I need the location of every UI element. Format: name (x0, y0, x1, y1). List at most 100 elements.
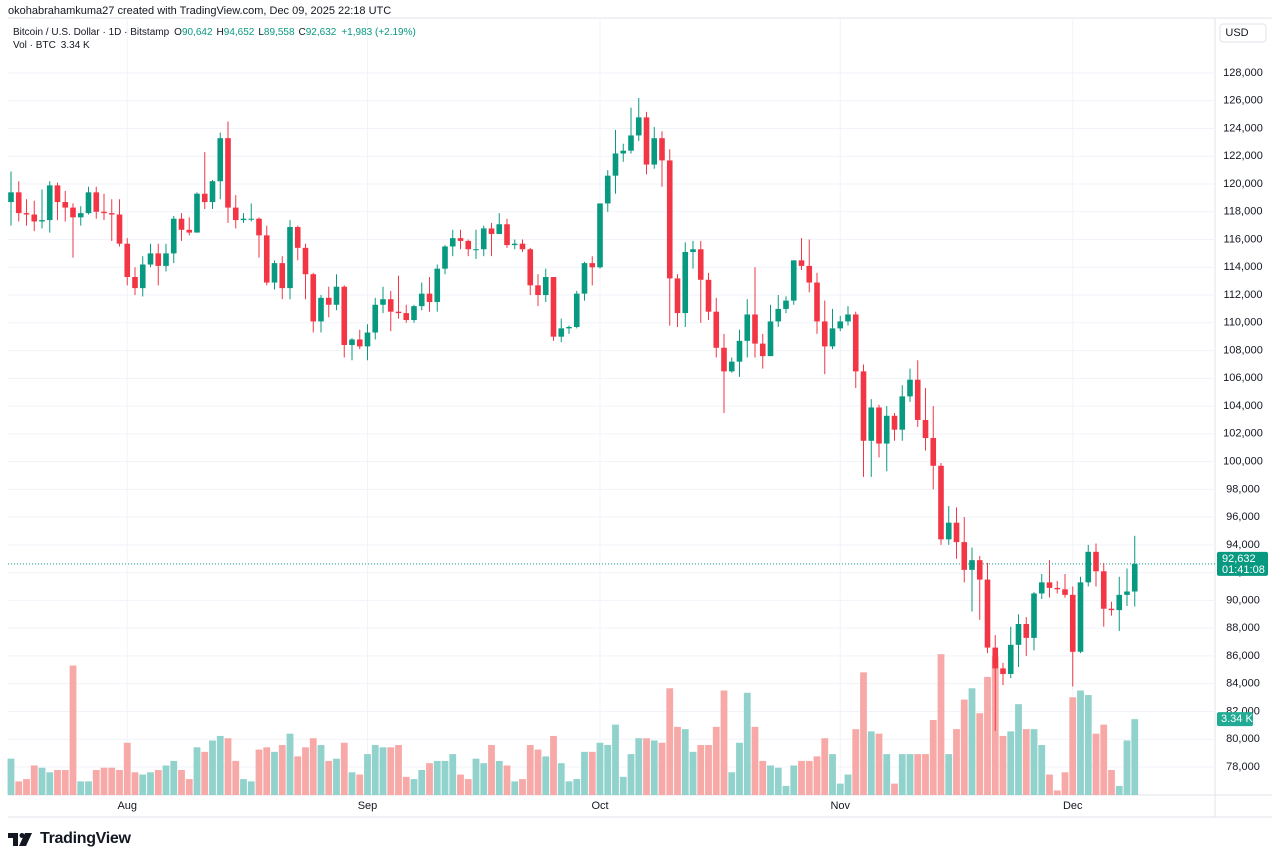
volume-bar (309, 738, 317, 795)
y-tick-label: 124,000 (1223, 122, 1263, 134)
price-tag-label: 92,632 (1222, 553, 1256, 565)
candle-body (573, 293, 580, 327)
volume-bar (573, 779, 581, 795)
volume-bar (836, 783, 844, 795)
candle-body (976, 560, 983, 580)
volume-bar (922, 754, 929, 795)
volume-bar (147, 772, 154, 795)
candle-body (341, 286, 348, 346)
candle-body (318, 297, 324, 322)
volume-bar (61, 770, 69, 795)
volume-bar (116, 770, 123, 795)
volume-bar (519, 779, 526, 795)
volume-bar (821, 738, 829, 795)
volume-bar (914, 754, 922, 795)
volume-bar (960, 699, 968, 795)
y-tick-label: 84,000 (1226, 678, 1260, 690)
volume-bar (100, 767, 108, 795)
countdown: 01:41:08 (1222, 564, 1265, 576)
volume-bar (875, 733, 883, 795)
candle-body (806, 265, 813, 283)
volume-bar (581, 751, 588, 795)
volume-bar (720, 690, 728, 795)
candle-body (992, 647, 999, 669)
volume-bar (30, 765, 38, 795)
volume-bar (953, 729, 960, 795)
candle-body (535, 285, 541, 296)
candle-body (85, 192, 92, 214)
volume-bar (449, 754, 457, 795)
y-tick-label: 118,000 (1224, 206, 1263, 218)
candle-body (465, 240, 472, 250)
candle-body (690, 249, 696, 253)
volume-bar (271, 751, 278, 795)
candle-body (93, 192, 100, 212)
ohlc-key: L (258, 27, 264, 38)
currency: USD (1225, 27, 1248, 39)
volume-bar (542, 756, 550, 795)
volume-bar (1007, 731, 1015, 795)
ohlc-item: O90,642 (174, 27, 212, 38)
candle-body (558, 328, 565, 337)
volume-bar (937, 654, 945, 795)
y-tick-label: 86,000 (1226, 650, 1260, 662)
y-tick-label: 78,000 (1226, 761, 1260, 773)
candle-body (519, 243, 526, 250)
volume-bar (604, 745, 612, 795)
ohlc-item: H94,652 (217, 27, 255, 38)
y-tick-label: 104,000 (1223, 400, 1263, 412)
price-axis: USD 78,00080,00082,00084,00086,00088,000… (117, 23, 1268, 812)
volume-bar (302, 747, 309, 795)
logo[interactable]: TradingView (40, 830, 131, 847)
candle-body (612, 153, 619, 176)
volume-bar (209, 740, 216, 795)
volume-bar (162, 765, 170, 795)
volume-bar (325, 760, 333, 795)
candle-body (829, 328, 836, 347)
volume-bar (457, 774, 464, 795)
volume-bar (441, 760, 449, 795)
volume-bar (1115, 785, 1123, 795)
y-tick-label: 122,000 (1223, 150, 1263, 162)
candle-body (744, 314, 751, 341)
x-tick-label: Aug (117, 800, 137, 812)
candle-body (473, 249, 479, 251)
candle-body (1023, 623, 1030, 638)
candle-body (209, 181, 216, 203)
volume-bar (418, 770, 426, 795)
volume-tag-label: 3.34 K (1221, 713, 1253, 725)
ohlc-key: H (216, 27, 224, 38)
volume-bar (38, 767, 46, 795)
currency-box[interactable] (1219, 23, 1267, 43)
candle-body (488, 228, 495, 234)
candle-body (201, 193, 208, 203)
candle-body (728, 361, 735, 372)
candle-body (659, 138, 665, 161)
credit: okohabrahamkuma27 created with TradingVi… (8, 5, 392, 17)
y-tick-label: 90,000 (1226, 594, 1260, 606)
candle-body (170, 218, 177, 254)
candle-body (1054, 587, 1061, 590)
volume-bar (898, 754, 906, 795)
candle-body (1116, 594, 1123, 611)
volume-bar (891, 783, 898, 795)
volume-bar (480, 763, 488, 795)
volume-bar (1123, 740, 1131, 795)
candle-body (217, 138, 224, 182)
y-tick-label: 116,000 (1224, 233, 1263, 245)
candle-body (1069, 594, 1076, 652)
volume-bar (1108, 770, 1115, 795)
volume-bar (131, 772, 139, 795)
candle-body (550, 277, 557, 337)
candle-body (232, 207, 239, 221)
candle-body (387, 299, 394, 312)
candle-body (628, 135, 634, 151)
candle-body (984, 579, 991, 648)
ohlc-value: 94,652 (223, 27, 255, 38)
volume-bar (69, 665, 77, 795)
change: +1,983 (+2.19%) (341, 27, 416, 38)
volume-bar (697, 745, 705, 795)
volume-bar (333, 758, 340, 795)
volume-bar (154, 770, 162, 795)
volume-bar (294, 756, 302, 795)
